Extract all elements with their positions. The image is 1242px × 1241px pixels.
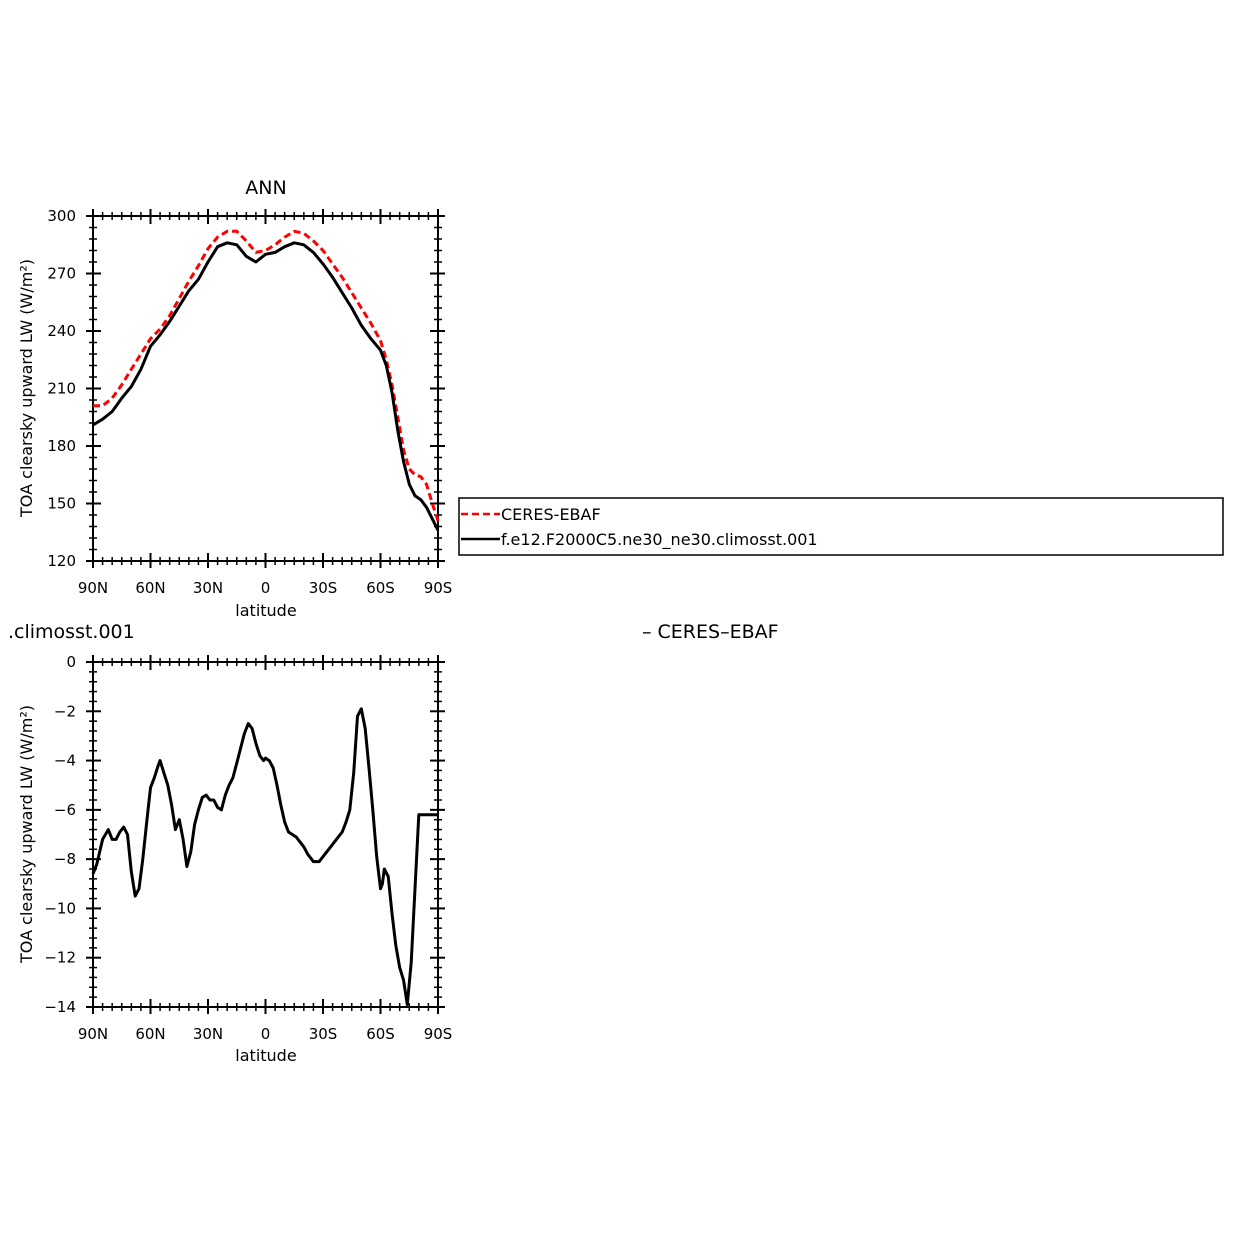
x-tick-label: 90N — [78, 579, 108, 597]
difference-panel: .climosst.001 – CERES–EBAF −14 −12 −10 −8 −6… — [8, 621, 779, 1065]
y-tick-label: 270 — [47, 265, 76, 283]
y-tick-label: −12 — [44, 949, 76, 967]
x-tick-label: 30S — [309, 579, 338, 597]
y-tick-label: 0 — [66, 653, 76, 671]
y-tick-label: 180 — [47, 437, 76, 455]
y-tick-label: −8 — [54, 850, 76, 868]
axis-ticks: −14 −12 −10 −8 −6 −4 −2 0 90N 60N 30N 0 30S 60S 90S — [44, 653, 452, 1043]
series-line-model — [92, 241, 440, 531]
diff-title-left: .climosst.001 — [8, 621, 135, 643]
legend-label-model: f.e12.F2000C5.ne30_ne30.climosst.001 — [501, 530, 818, 550]
x-axis-label: latitude — [235, 1046, 296, 1065]
x-tick-label: 90N — [78, 1025, 108, 1043]
diff-title-right: – CERES–EBAF — [642, 621, 779, 643]
y-tick-label: 120 — [47, 552, 76, 570]
y-tick-label: −4 — [54, 752, 76, 770]
plot-frame — [92, 215, 439, 562]
mean-panel: ANN 120 150 180 210 240 270 300 90N 60N 30N 0 30S 60… — [17, 177, 452, 620]
y-tick-label: 210 — [47, 380, 76, 398]
axis-ticks: 120 150 180 210 240 270 300 90N 60N 30N 0 30S 60S 90S — [47, 207, 452, 597]
y-tick-label: 150 — [47, 495, 76, 513]
x-tick-label: 60S — [366, 1025, 395, 1043]
y-tick-label: 240 — [47, 322, 76, 340]
y-tick-label: −2 — [54, 702, 76, 720]
x-tick-label: 90S — [424, 579, 453, 597]
legend-box — [458, 497, 1224, 556]
series-lines — [92, 229, 440, 531]
y-tick-label: −14 — [44, 998, 76, 1016]
x-tick-label: 30N — [193, 1025, 223, 1043]
panel-title: ANN — [245, 177, 286, 199]
x-tick-label: 60N — [135, 579, 165, 597]
x-tick-label: 30N — [193, 579, 223, 597]
y-axis-label: TOA clearsky upward LW (W/m²) — [17, 259, 36, 518]
series-line-obs — [93, 229, 440, 522]
series-line-model — [91, 707, 438, 1006]
y-axis-label: TOA clearsky upward LW (W/m²) — [17, 705, 36, 964]
y-tick-label: −6 — [54, 801, 76, 819]
legend: CERES-EBAF f.e12.F2000C5.ne30_ne30.climo… — [458, 497, 1224, 556]
x-tick-label: 30S — [309, 1025, 338, 1043]
x-tick-label: 90S — [424, 1025, 453, 1043]
x-tick-label: 0 — [261, 1025, 271, 1043]
x-axis-label: latitude — [235, 601, 296, 620]
series-lines — [91, 707, 438, 1006]
legend-label-obs: CERES-EBAF — [501, 505, 601, 524]
x-tick-label: 60S — [366, 579, 395, 597]
x-tick-label: 60N — [135, 1025, 165, 1043]
y-tick-label: 300 — [47, 207, 76, 225]
x-tick-label: 0 — [261, 579, 271, 597]
y-tick-label: −10 — [44, 899, 76, 917]
